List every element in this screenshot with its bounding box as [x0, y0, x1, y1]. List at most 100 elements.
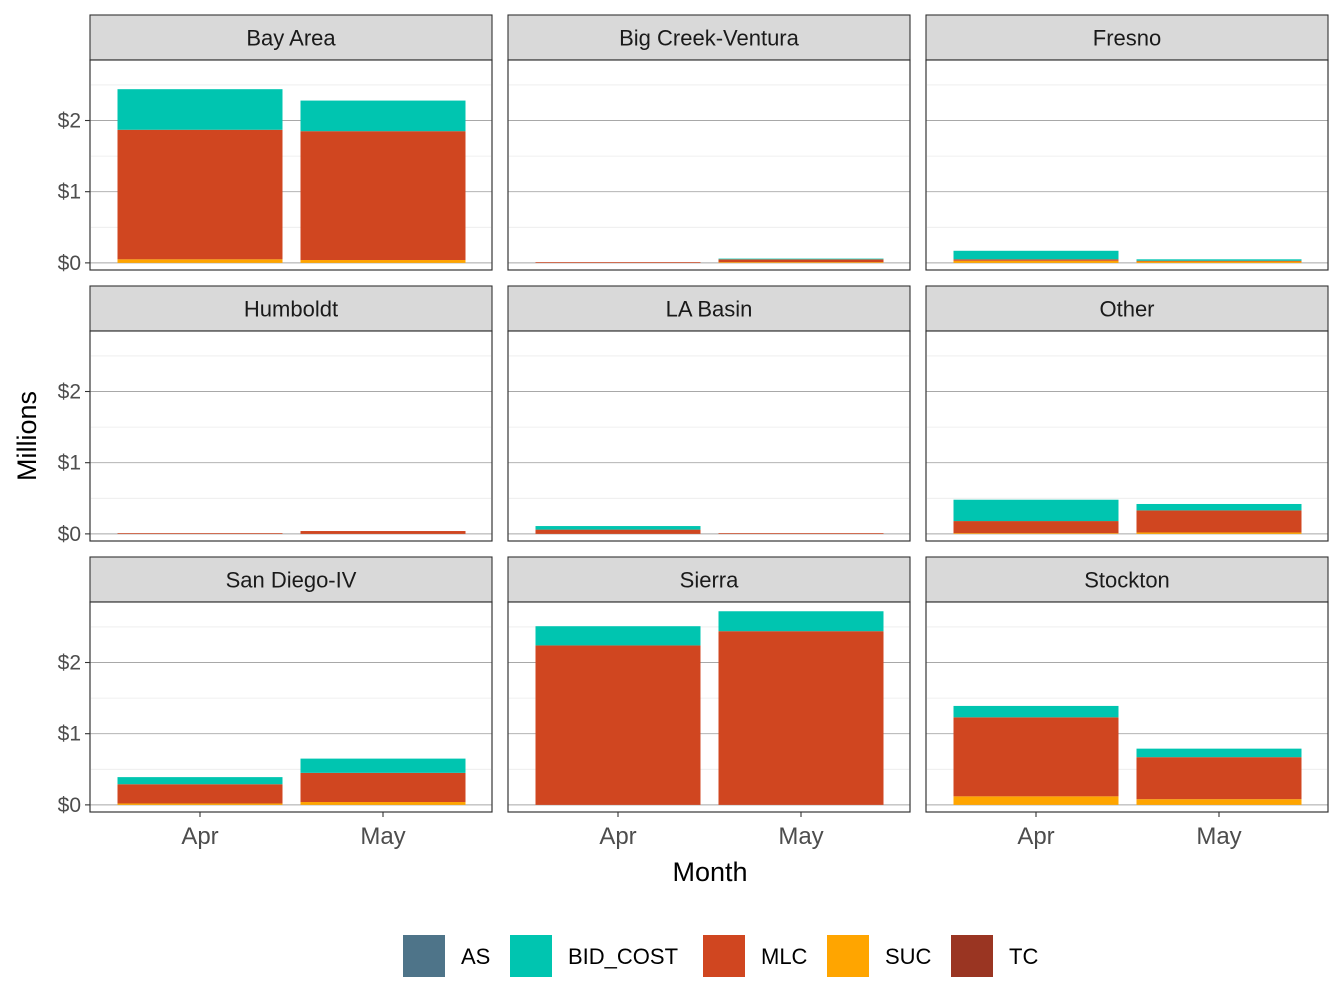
legend-key-as [403, 935, 445, 977]
x-tick-label: Apr [181, 823, 218, 850]
panel-border [89, 59, 493, 271]
facet-title: Fresno [1093, 26, 1161, 51]
facet-strip [925, 556, 1329, 603]
facet-title: LA Basin [666, 297, 753, 322]
panel-background [925, 59, 1329, 271]
bar-sierra-may-bid-cost [718, 611, 884, 632]
legend-label: AS [461, 944, 490, 969]
bar-stockton-may-bid-cost [1136, 748, 1302, 758]
bar-stockton-apr-mlc [953, 717, 1119, 797]
panel-background [507, 330, 911, 542]
panel-background [89, 330, 493, 542]
legend-item-mlc: MLC [703, 935, 808, 977]
facet-sierra: Sierra Apr May [507, 556, 911, 850]
bar-san-diego-iv-may-mlc [300, 772, 466, 803]
panel-border [925, 59, 1329, 271]
facet-other: Other [925, 285, 1329, 542]
bar-bay-area-apr-bid-cost [117, 89, 283, 130]
bar-other-apr-bid-cost [953, 499, 1119, 522]
facet-title: Sierra [680, 568, 739, 593]
facet-strip [507, 556, 911, 603]
bar-humboldt-may-mlc [300, 531, 466, 534]
y-tick-label: $1 [58, 181, 81, 204]
bar-fresno-apr-mlc [953, 259, 1119, 261]
facet-title: Big Creek-Ventura [619, 26, 800, 51]
facet-strip [925, 285, 1329, 332]
bar-bay-area-may-mlc [300, 131, 466, 261]
bar-bay-area-apr-mlc [117, 129, 283, 260]
panel-border [925, 601, 1329, 813]
facet-strip [507, 14, 911, 61]
x-tick-label: Apr [599, 823, 636, 850]
bar-san-diego-iv-may-bid-cost [300, 758, 466, 773]
facet-stockton: Stockton Apr May [925, 556, 1329, 850]
panel-border [507, 601, 911, 813]
facet-humboldt: Humboldt $0 $1 $2 [58, 285, 493, 546]
bar-other-apr-mlc [953, 521, 1119, 534]
facet-strip [89, 556, 493, 603]
bar-fresno-may-suc [1136, 261, 1302, 263]
legend-item-tc: TC [951, 935, 1038, 977]
bar-humboldt-apr-mlc [117, 533, 283, 534]
legend-key-tc [951, 935, 993, 977]
bar-san-diego-iv-apr-mlc [117, 784, 283, 804]
panel-border [507, 330, 911, 542]
bar-fresno-may-bid-cost [1136, 259, 1302, 261]
y-tick-label: $0 [58, 794, 81, 817]
y-tick-label: $2 [58, 381, 81, 404]
bar-other-may-bid-cost [1136, 503, 1302, 511]
bar-other-may-suc [1136, 532, 1302, 534]
bar-bay-area-apr-suc [117, 259, 283, 263]
bar-fresno-may-mlc [1136, 260, 1302, 262]
y-tick-label: $0 [58, 252, 81, 275]
bar-stockton-may-suc [1136, 799, 1302, 805]
bar-big-creek-ventura-apr-mlc [535, 262, 701, 263]
bar-other-may-mlc [1136, 510, 1302, 533]
facet-title: Other [1099, 297, 1154, 322]
bar-sierra-apr-bid-cost [535, 626, 701, 646]
y-tick-label: $1 [58, 452, 81, 475]
bar-la-basin-may-mlc [718, 533, 884, 534]
x-tick-label: Apr [1017, 823, 1054, 850]
bar-bay-area-may-bid-cost [300, 100, 466, 132]
facet-big-creek-ventura: Big Creek-Ventura [507, 14, 911, 271]
panel-border [507, 59, 911, 271]
facet-title: San Diego-IV [226, 568, 357, 593]
facet-strip [925, 14, 1329, 61]
legend-key-bid-cost [510, 935, 552, 977]
panel-border [89, 601, 493, 813]
x-tick-label: May [1196, 823, 1241, 850]
facet-bay-area: Bay Area $0 $1 $2 [58, 14, 493, 275]
bar-la-basin-apr-bid-cost [535, 526, 701, 530]
legend-key-mlc [703, 935, 745, 977]
bar-stockton-apr-bid-cost [953, 705, 1119, 718]
bar-big-creek-ventura-may-mlc [718, 259, 884, 263]
legend-label: MLC [761, 944, 808, 969]
y-tick-label: $2 [58, 110, 81, 133]
bar-san-diego-iv-may-suc [300, 802, 466, 805]
legend-item-bid-cost: BID_COST [510, 935, 678, 977]
panel-border [925, 330, 1329, 542]
legend-item-suc: SUC [827, 935, 932, 977]
bar-bay-area-may-suc [300, 260, 466, 263]
facet-strip [89, 285, 493, 332]
panel-background [507, 59, 911, 271]
legend-label: SUC [885, 944, 932, 969]
y-tick-label: $2 [58, 652, 81, 675]
facet-title: Stockton [1084, 568, 1170, 593]
bar-fresno-apr-bid-cost [953, 250, 1119, 260]
bar-sierra-may-mlc [718, 631, 884, 805]
bar-stockton-may-mlc [1136, 757, 1302, 800]
bar-san-diego-iv-apr-suc [117, 803, 283, 805]
facet-title: Humboldt [244, 297, 338, 322]
bar-big-creek-ventura-may-bid-cost [718, 258, 884, 260]
bar-la-basin-apr-mlc [535, 529, 701, 534]
legend: AS BID_COST MLC SUC TC [403, 935, 1038, 977]
legend-label: TC [1009, 944, 1038, 969]
bar-big-creek-ventura-may-suc [718, 262, 884, 263]
facet-strip [507, 285, 911, 332]
x-axis-title: Month [672, 857, 747, 887]
facet-la-basin: LA Basin [507, 285, 911, 542]
legend-label: BID_COST [568, 944, 678, 969]
